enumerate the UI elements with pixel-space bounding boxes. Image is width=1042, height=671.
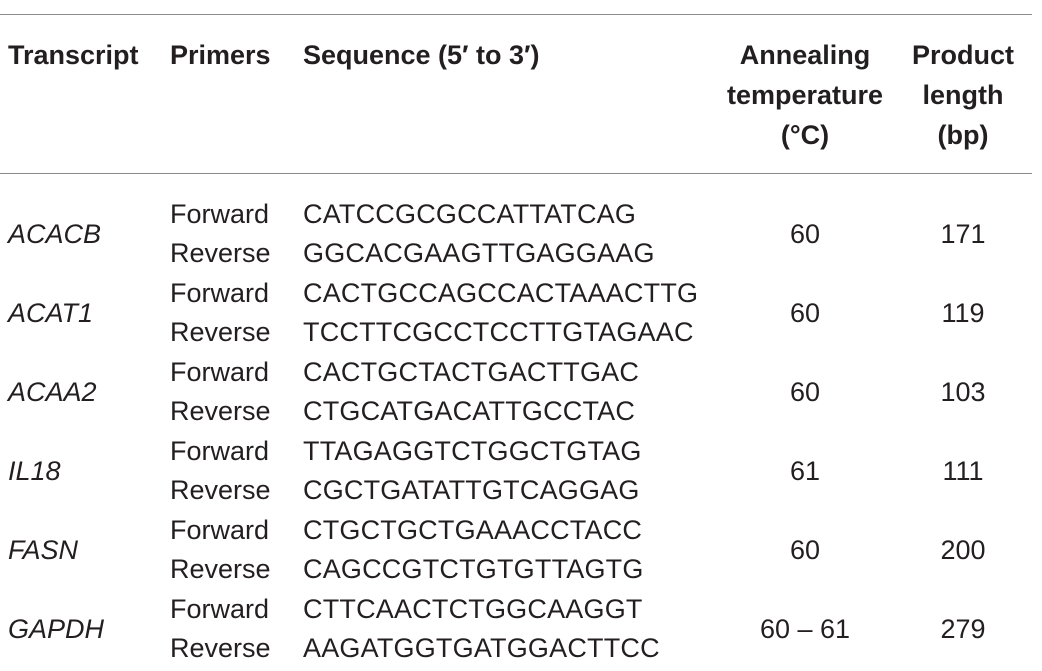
- primer-reverse-label: Reverse: [170, 238, 271, 268]
- sequence-forward: TTAGAGGTCTGGCTGTAG: [303, 436, 642, 466]
- table-row: ACAT1 Forward Reverse CACTGCCAGCCACTAAAC…: [0, 274, 1042, 353]
- primer-forward-label: Forward: [170, 594, 270, 624]
- annealing-temperature: 60: [789, 298, 821, 328]
- annealing-temperature: 60: [789, 535, 821, 565]
- product-length: 119: [941, 298, 985, 328]
- transcript-name: ACAT1: [8, 298, 94, 328]
- product-length: 111: [942, 456, 984, 486]
- primer-reverse-label: Reverse: [170, 554, 271, 584]
- table-row: FASN Forward Reverse CTGCTGCTGAAACCTACC …: [0, 511, 1042, 590]
- table-row: ACACB Forward Reverse CATCCGCGCCATTATCAG…: [0, 195, 1042, 274]
- header-rule: [0, 173, 1032, 174]
- product-length: 200: [940, 535, 986, 565]
- header-product-length: Product length (bp): [900, 35, 1026, 155]
- header-sequence: Sequence (5′ to 3′): [303, 40, 540, 70]
- primer-forward-label: Forward: [170, 278, 270, 308]
- header-primers: Primers: [170, 40, 271, 70]
- sequence-reverse: CTGCATGACATTGCCTAC: [303, 396, 636, 426]
- table-row: IL18 Forward Reverse TTAGAGGTCTGGCTGTAG …: [0, 432, 1042, 511]
- sequence-reverse: AAGATGGTGATGGACTTCC: [303, 633, 660, 663]
- primer-reverse-label: Reverse: [170, 475, 271, 505]
- product-length: 171: [940, 219, 986, 249]
- primer-forward-label: Forward: [170, 515, 270, 545]
- sequence-forward: CTTCAACTCTGGCAAGGT: [303, 594, 643, 624]
- transcript-name: GAPDH: [8, 614, 105, 644]
- sequence-reverse: CAGCCGTCTGTGTTAGTG: [303, 554, 644, 584]
- primer-forward-label: Forward: [170, 199, 270, 229]
- header-annealing-temperature: Annealing temperature (°C): [715, 35, 895, 155]
- transcript-name: ACAA2: [8, 377, 97, 407]
- top-rule: [0, 14, 1032, 15]
- primer-forward-label: Forward: [170, 357, 270, 387]
- product-length: 279: [940, 614, 986, 644]
- primer-reverse-label: Reverse: [170, 317, 271, 347]
- transcript-name: ACACB: [8, 219, 102, 249]
- sequence-forward: CATCCGCGCCATTATCAG: [303, 199, 637, 229]
- annealing-temperature: 60: [789, 219, 821, 249]
- sequence-reverse: GGCACGAAGTTGAGGAAG: [303, 238, 655, 268]
- sequence-forward: CTGCTGCTGAAACCTACC: [303, 515, 643, 545]
- annealing-temperature: 60: [789, 377, 821, 407]
- header-product-line1: Product: [911, 40, 1014, 70]
- annealing-temperature: 60 – 61: [759, 614, 851, 644]
- header-product-line2: length: [922, 80, 1004, 110]
- sequence-reverse: TCCTTCGCCTCCTTGTAGAAC: [303, 317, 694, 347]
- header-annealing-line1: Annealing: [739, 40, 871, 70]
- table-row: ACAA2 Forward Reverse CACTGCTACTGACTTGAC…: [0, 353, 1042, 432]
- annealing-temperature: 61: [789, 456, 821, 486]
- header-annealing-line2: temperature: [726, 80, 884, 110]
- header-product-line3: (bp): [937, 120, 989, 150]
- primer-reverse-label: Reverse: [170, 633, 271, 663]
- transcript-name: IL18: [8, 456, 61, 486]
- primer-forward-label: Forward: [170, 436, 270, 466]
- product-length: 103: [940, 377, 986, 407]
- transcript-name: FASN: [8, 535, 79, 565]
- header-transcript: Transcript: [8, 40, 139, 70]
- header-annealing-line3: (°C): [780, 120, 830, 150]
- sequence-reverse: CGCTGATATTGTCAGGAG: [303, 475, 640, 505]
- sequence-forward: CACTGCTACTGACTTGAC: [303, 357, 640, 387]
- sequence-forward: CACTGCCAGCCACTAAACTTG: [303, 278, 699, 308]
- table-row: GAPDH Forward Reverse CTTCAACTCTGGCAAGGT…: [0, 590, 1042, 669]
- primer-reverse-label: Reverse: [170, 396, 271, 426]
